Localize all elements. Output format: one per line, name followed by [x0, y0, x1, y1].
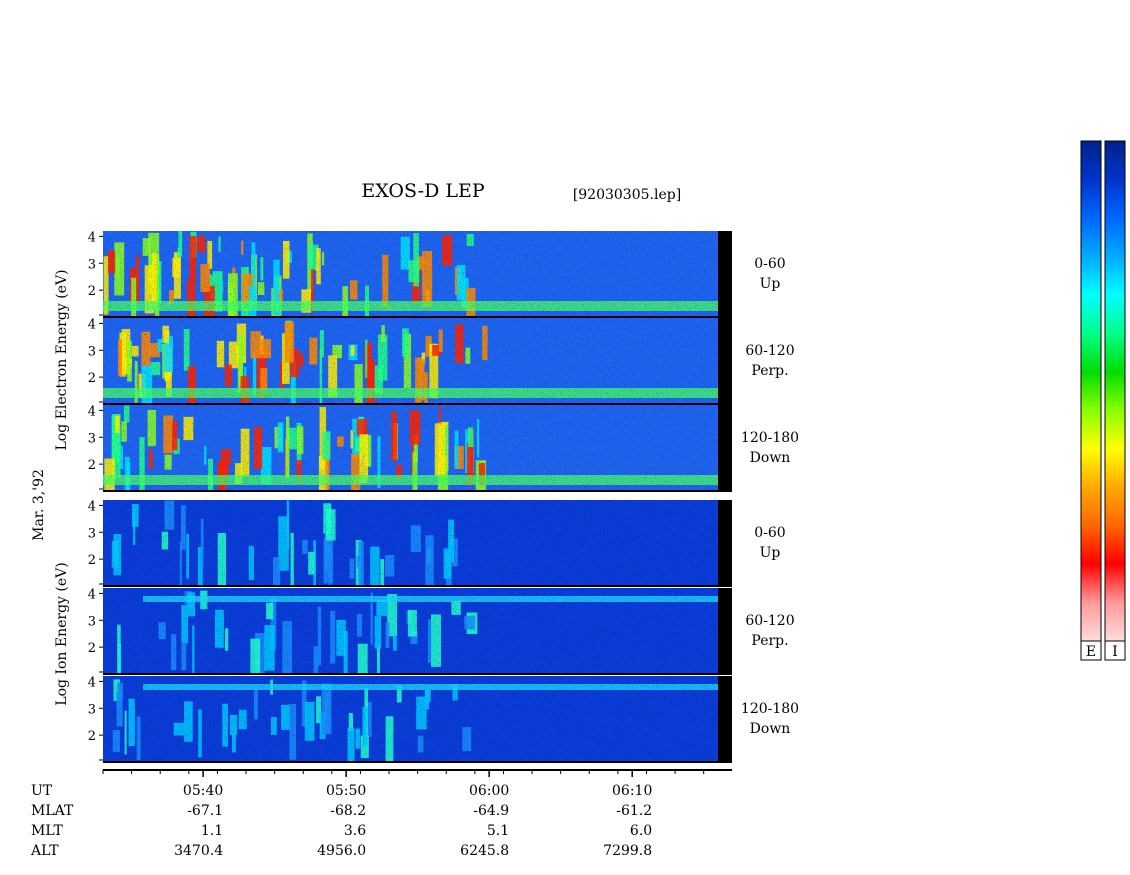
- time-axis: 05:40 05:50 06:00 06:10: [102, 769, 732, 799]
- y-tick-label: 2: [88, 729, 96, 744]
- y-tick-label: 4: [88, 587, 96, 602]
- y-tick-label: 2: [88, 458, 96, 473]
- ephemeris-value: -68.2: [330, 803, 366, 819]
- ephemeris-value: 6.0: [630, 823, 652, 839]
- noise-overlay: [103, 588, 718, 674]
- electron-ylabel: Log Electron Energy (eV): [54, 269, 70, 450]
- noise-overlay: [103, 405, 718, 491]
- ephemeris-row-label: ALT: [30, 843, 59, 859]
- pitch-direction-3: Down: [750, 450, 791, 466]
- panel-edge-bar: [718, 318, 732, 404]
- ephemeris-row-label: MLAT: [31, 803, 74, 819]
- ephemeris-value: 3470.4: [174, 843, 223, 859]
- panel-edge-bar: [718, 676, 732, 762]
- colorbar-label: I: [1112, 644, 1118, 660]
- colorbar-i: [1104, 140, 1126, 642]
- y-tick-label: 3: [88, 526, 96, 541]
- y-axis-ticks: 4 3 2 4 3 2 4 3 2 4 3 2 4 3 2 4 3 2: [88, 230, 103, 761]
- y-tick-label: 4: [88, 499, 96, 514]
- y-tick-label: 3: [88, 257, 96, 272]
- y-tick-label: 4: [88, 317, 96, 332]
- panel-edge-bar: [718, 405, 732, 491]
- ephemeris-value: 4956.0: [317, 843, 366, 859]
- spectrogram-panel-3: [103, 405, 732, 492]
- pitch-direction-4: Up: [760, 545, 781, 561]
- y-tick-label: 2: [88, 553, 96, 568]
- colorbar-label: E: [1086, 644, 1096, 660]
- ephemeris-value: -61.2: [616, 803, 652, 819]
- x-tick-label: 06:00: [469, 783, 509, 799]
- pitch-direction-5: Perp.: [751, 633, 788, 649]
- noise-overlay: [103, 676, 718, 762]
- y-tick-label: 2: [88, 641, 96, 656]
- ion-ylabel: Log Ion Energy (eV): [54, 562, 70, 705]
- pitch-angle-labels: 0-60 Up 60-120 Perp. 120-180 Down 0-60 Up 60-120…: [741, 256, 799, 737]
- pitch-angle-range-2: 60-120: [745, 343, 794, 359]
- spectrogram-panels: [103, 231, 732, 763]
- y-tick-label: 3: [88, 614, 96, 629]
- y-tick-label: 4: [88, 404, 96, 419]
- y-tick-label: 3: [88, 702, 96, 717]
- noise-overlay: [103, 231, 718, 317]
- ephemeris-table: UT MLAT -67.1 -68.2 -64.9 -61.2 MLT 1.1 3.6 5.1 6.…: [30, 783, 652, 859]
- pitch-angle-range-1: 0-60: [754, 256, 785, 272]
- ephemeris-value: -64.9: [473, 803, 509, 819]
- date-label: Mar. 3,'92: [31, 469, 47, 541]
- file-label: [92030305.lep]: [573, 187, 681, 203]
- y-tick-label: 2: [88, 371, 96, 386]
- pitch-angle-range-6: 120-180: [741, 701, 799, 717]
- noise-overlay: [103, 500, 718, 586]
- panel-edge-bar: [718, 500, 732, 586]
- noise-overlay: [103, 318, 718, 404]
- y-tick-label: 2: [88, 284, 96, 299]
- pitch-direction-6: Down: [750, 721, 791, 737]
- ephemeris-row-label: MLT: [31, 823, 63, 839]
- pitch-direction-1: Up: [760, 276, 781, 292]
- ephemeris-value: -67.1: [187, 803, 223, 819]
- spectrogram-panel-6: [103, 676, 732, 763]
- panel-edge-bar: [718, 588, 732, 674]
- spectrogram-panel-4: [103, 500, 732, 587]
- x-tick-label: 06:10: [612, 783, 652, 799]
- pitch-angle-range-5: 60-120: [745, 613, 794, 629]
- ephemeris-value: 3.6: [344, 823, 366, 839]
- y-tick-label: 3: [88, 431, 96, 446]
- colorbar-label-box: [1104, 640, 1126, 661]
- pitch-angle-range-3: 120-180: [741, 430, 799, 446]
- pitch-direction-2: Perp.: [751, 363, 788, 379]
- ephemeris-value: 5.1: [487, 823, 509, 839]
- colorbar-e: [1080, 140, 1102, 642]
- panel-edge-bar: [718, 231, 732, 317]
- y-tick-label: 3: [88, 344, 96, 359]
- ephemeris-row-label: UT: [31, 783, 53, 799]
- chart-title: EXOS-D LEP: [361, 180, 485, 202]
- ephemeris-value: 1.1: [201, 823, 223, 839]
- x-tick-label: 05:50: [326, 783, 366, 799]
- spectrogram-panel-5: [103, 588, 732, 675]
- ephemeris-value: 6245.8: [460, 843, 509, 859]
- x-tick-label: 05:40: [183, 783, 223, 799]
- y-tick-label: 4: [88, 230, 96, 245]
- y-tick-label: 4: [88, 675, 96, 690]
- pitch-angle-range-4: 0-60: [754, 525, 785, 541]
- spectrogram-panel-2: [103, 318, 732, 405]
- spectrogram-panel-1: [103, 231, 732, 318]
- colorbar-label-box: [1080, 640, 1102, 661]
- ephemeris-value: 7299.8: [603, 843, 652, 859]
